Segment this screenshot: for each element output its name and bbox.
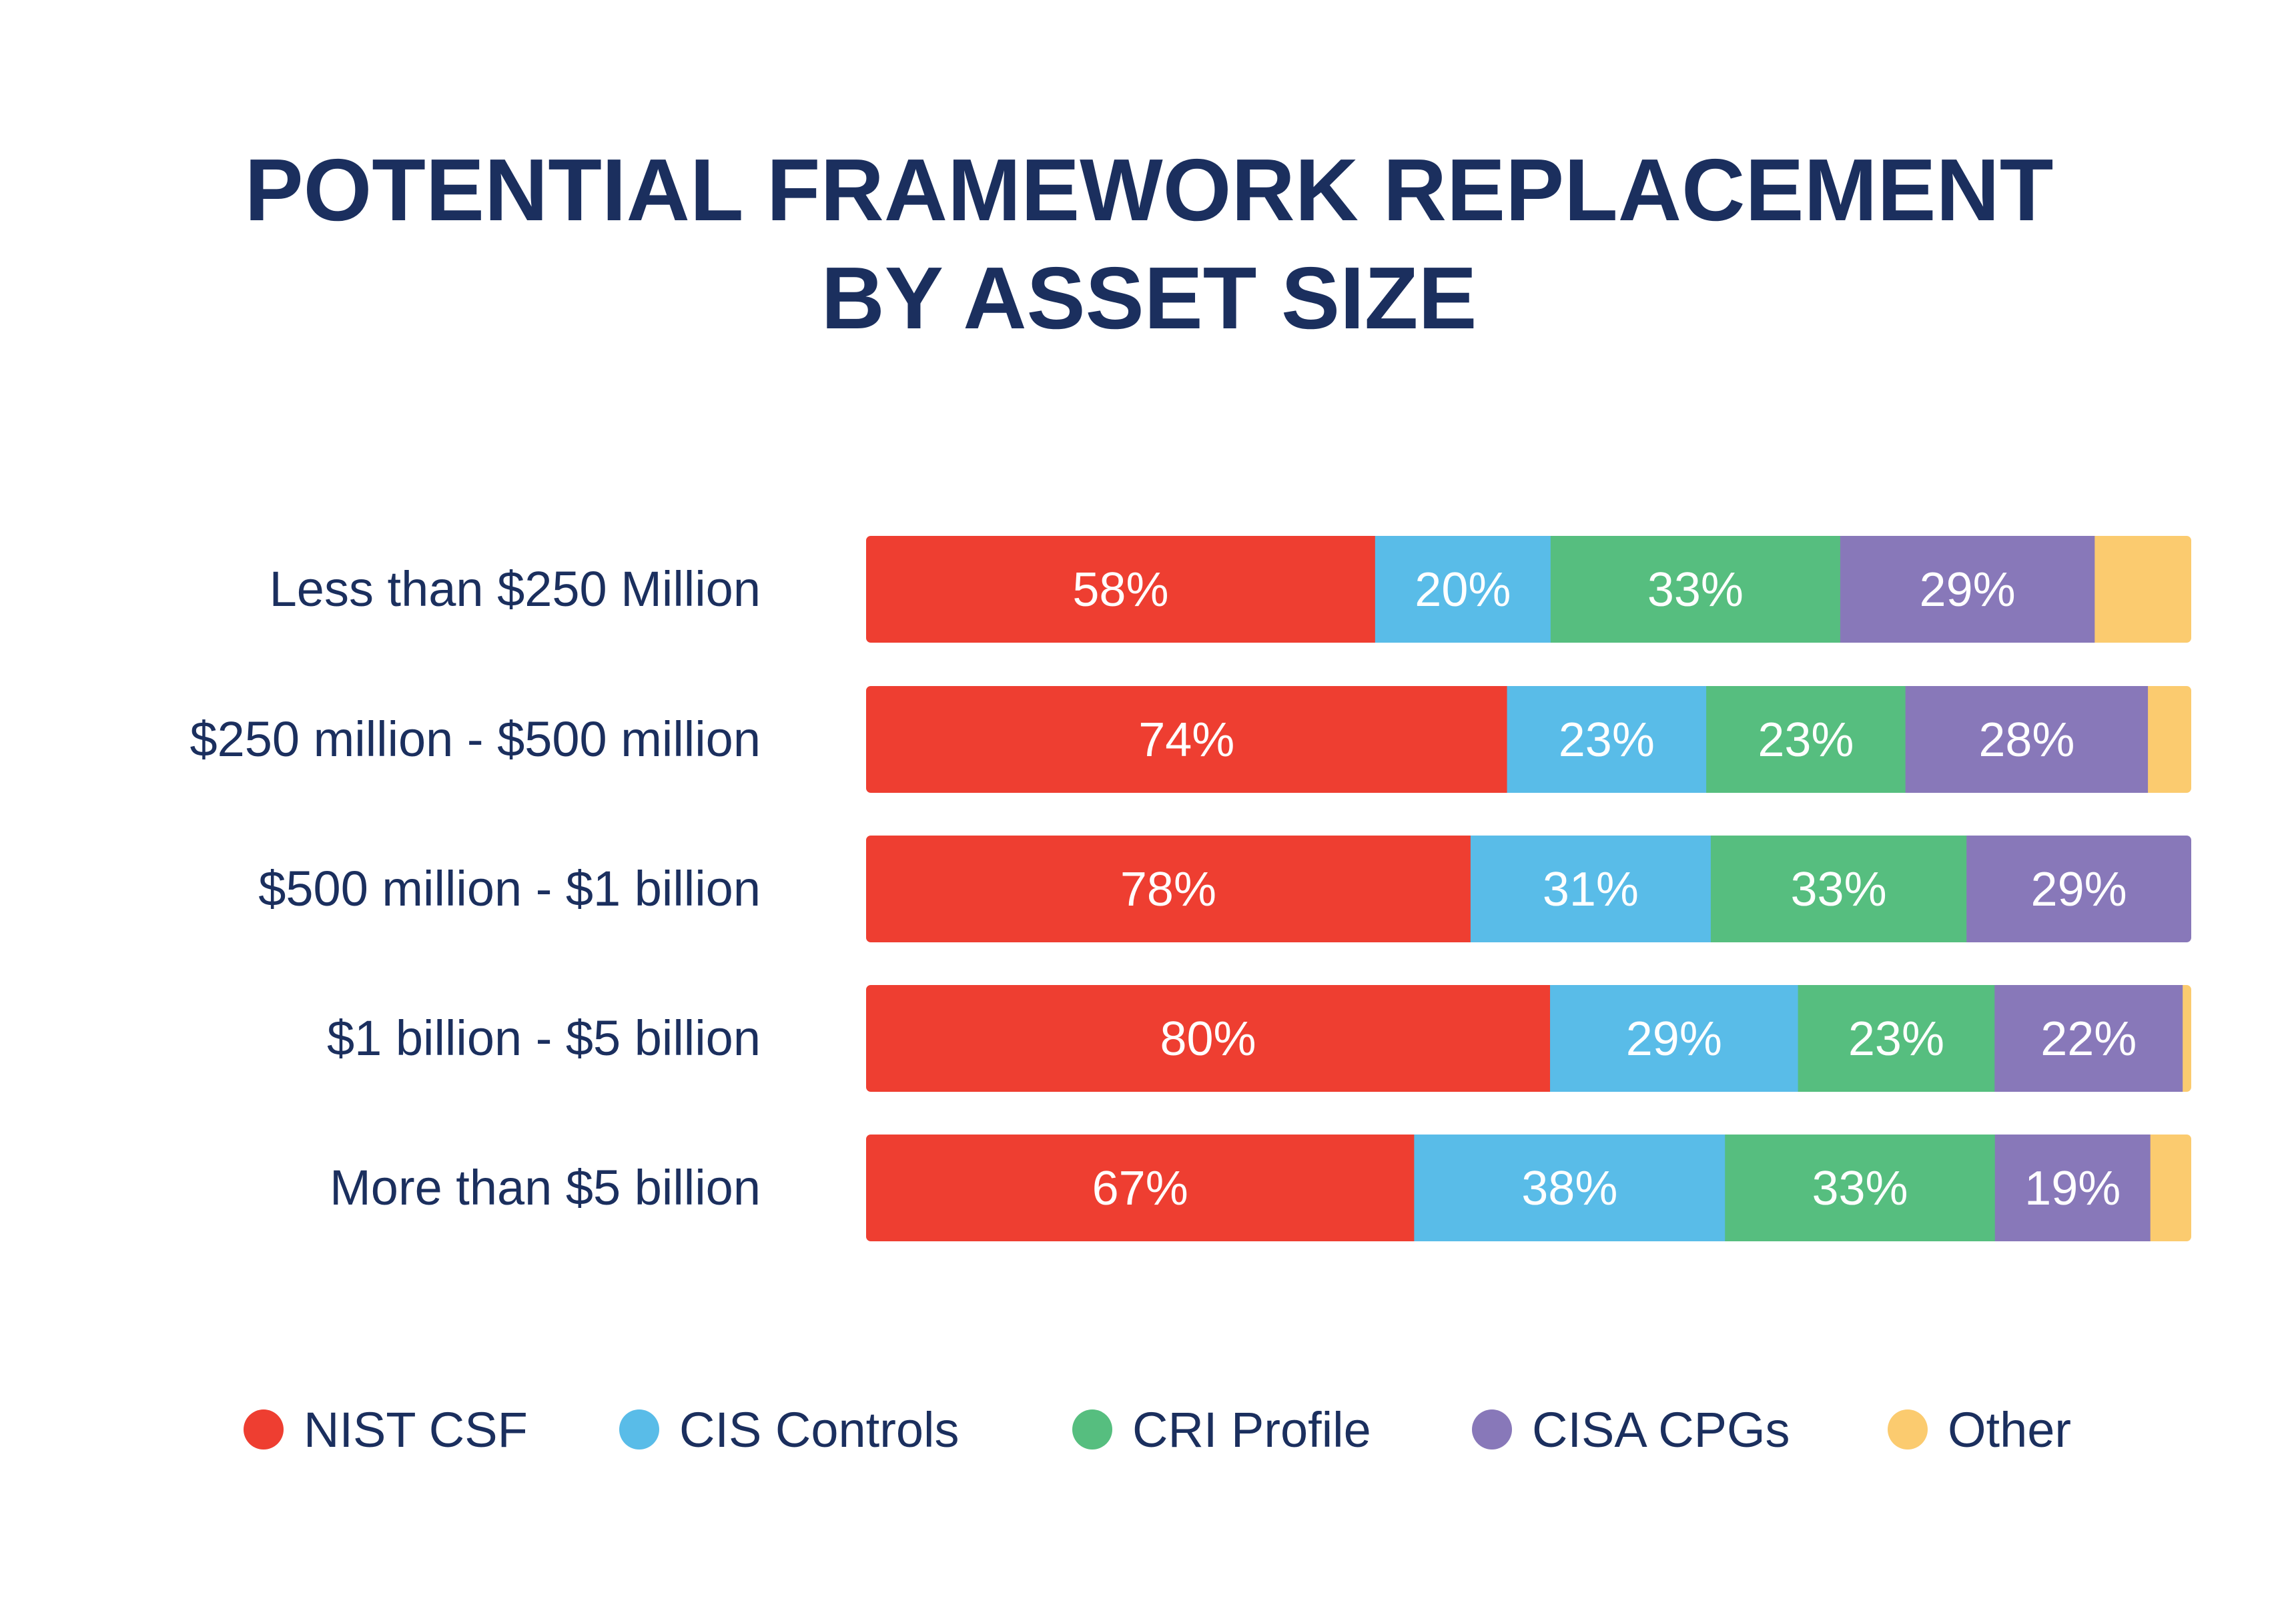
bar-segment-cisa-cpgs <box>1994 1135 2151 1241</box>
data-label: 31% <box>1543 863 1639 916</box>
bar-segment-cisa-cpgs <box>1966 836 2191 942</box>
chart-title-line-1: POTENTIAL FRAMEWORK REPLACEMENT <box>245 141 2054 239</box>
bar-segment-cis-controls <box>1375 536 1551 643</box>
legend-item-nist-csf: NIST CSF <box>244 1402 528 1458</box>
data-label: 33% <box>1812 1162 1908 1215</box>
bar-segments <box>866 536 2191 643</box>
bar-segment-cri-profile <box>1550 536 1841 643</box>
legend-item-cri-profile: CRI Profile <box>1072 1402 1371 1458</box>
data-label: 74% <box>1138 713 1234 767</box>
bar-segment-cri-profile <box>1798 985 1995 1092</box>
bar-segments <box>866 836 2191 942</box>
bar-segment-other <box>2183 985 2191 1092</box>
data-label: 29% <box>2031 863 2127 916</box>
bar-segment-cri-profile <box>1710 836 1967 942</box>
bar-segment-nist-csf <box>866 985 1551 1092</box>
bar-segment-cisa-cpgs <box>1905 686 2149 793</box>
data-label: 20% <box>1415 563 1511 617</box>
data-label: 33% <box>1791 863 1887 916</box>
data-label: 22% <box>2040 1012 2137 1066</box>
data-label: 29% <box>1626 1012 1722 1066</box>
bar-segments <box>866 1135 2191 1241</box>
data-label: 38% <box>1521 1162 1617 1215</box>
legend-swatch <box>1472 1409 1512 1450</box>
bar-segment-cisa-cpgs <box>1840 536 2095 643</box>
data-label: 80% <box>1160 1012 1256 1066</box>
bar-segment-cis-controls <box>1507 686 1707 793</box>
legend-label: NIST CSF <box>304 1402 528 1458</box>
category-labels: Less than $250 Million $250 million - $50… <box>189 561 761 1215</box>
legend-item-other: Other <box>1888 1402 2071 1458</box>
bars: 58% 20% 33% 29% 74% 23% 23% 28% 78% 31% 33% 29% 80% 2… <box>866 536 2191 1241</box>
legend-swatch <box>1072 1409 1112 1450</box>
category-label: More than $5 billion <box>330 1160 761 1215</box>
bar-segment-cri-profile <box>1706 686 1906 793</box>
data-label: 28% <box>1978 713 2074 767</box>
legend-label: CIS Controls <box>679 1402 959 1458</box>
chart-title-line-2: BY ASSET SIZE <box>821 249 1477 347</box>
data-label: 58% <box>1072 563 1168 617</box>
legend-item-cisa-cpgs: CISA CPGs <box>1472 1402 1790 1458</box>
bar-row: 67% 38% 33% 19% <box>866 1135 2191 1241</box>
bar-row: 80% 29% 23% 22% <box>866 985 2191 1092</box>
category-label: Less than $250 Million <box>270 561 761 617</box>
legend: NIST CSF CIS Controls CRI Profile CISA CPGs… <box>244 1402 2071 1458</box>
legend-label: CISA CPGs <box>1532 1402 1790 1458</box>
bar-segment-cri-profile <box>1725 1135 1996 1241</box>
data-label: 29% <box>1920 563 2016 617</box>
category-label: $250 million - $500 million <box>189 711 761 767</box>
category-label: $500 million - $1 billion <box>258 861 761 916</box>
bar-row: 78% 31% 33% 29% <box>866 836 2191 942</box>
bar-segment-other <box>2148 686 2191 793</box>
legend-label: CRI Profile <box>1132 1402 1371 1458</box>
bar-segment-cisa-cpgs <box>1994 985 2183 1092</box>
bar-segment-other <box>2094 536 2191 643</box>
legend-label: Other <box>1948 1402 2071 1458</box>
data-label: 78% <box>1120 863 1216 916</box>
data-label: 23% <box>1758 713 1854 767</box>
legend-swatch <box>244 1409 284 1450</box>
bar-segment-nist-csf <box>866 686 1508 793</box>
bar-segment-nist-csf <box>866 536 1376 643</box>
data-label: 33% <box>1647 563 1744 617</box>
category-label: $1 billion - $5 billion <box>327 1010 761 1066</box>
data-label: 23% <box>1848 1012 1944 1066</box>
bar-row: 74% 23% 23% 28% <box>866 686 2191 793</box>
bar-segment-cis-controls <box>1550 985 1799 1092</box>
bar-segment-nist-csf <box>866 1135 1415 1241</box>
bar-row: 58% 20% 33% 29% <box>866 536 2191 643</box>
data-label: 67% <box>1092 1162 1188 1215</box>
chart-title: POTENTIAL FRAMEWORK REPLACEMENT BY ASSET … <box>245 141 2054 347</box>
bar-segments <box>866 985 2191 1092</box>
bar-segment-other <box>2150 1135 2191 1241</box>
bar-segments <box>866 686 2191 793</box>
data-label: 23% <box>1559 713 1655 767</box>
legend-swatch <box>619 1409 659 1450</box>
bar-segment-nist-csf <box>866 836 1471 942</box>
bar-segment-cis-controls <box>1414 1135 1726 1241</box>
data-label: 19% <box>2024 1162 2121 1215</box>
bar-segment-cis-controls <box>1470 836 1711 942</box>
legend-swatch <box>1888 1409 1928 1450</box>
legend-item-cis-controls: CIS Controls <box>619 1402 959 1458</box>
